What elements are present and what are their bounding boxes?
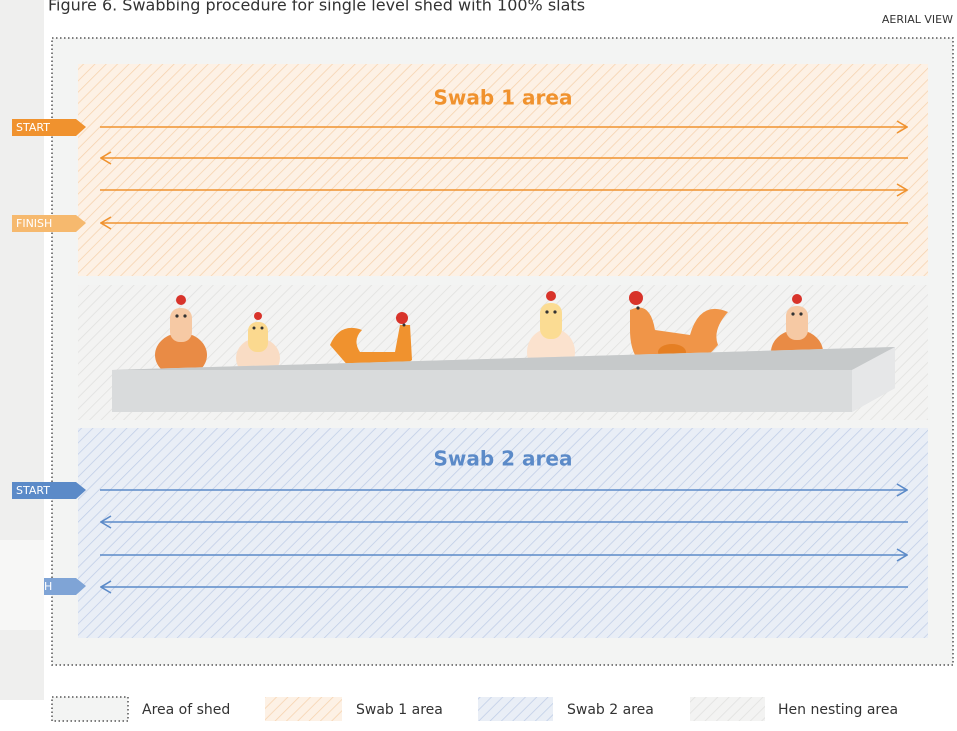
legend-label: Area of shed [142, 702, 230, 718]
start-tag: START [16, 484, 50, 497]
finish-tag: FINISH [16, 217, 52, 230]
legend: Area of shed Swab 1 area Swab 2 area Hen… [52, 697, 898, 721]
legend-label: Hen nesting area [778, 702, 898, 718]
swab2-label: Swab 2 area [434, 447, 573, 471]
diagram: Figure 6. Swabbing procedure for single … [0, 0, 957, 731]
side-strip-light [0, 540, 44, 630]
legend-label: Swab 2 area [567, 702, 654, 718]
legend-label: Swab 1 area [356, 702, 443, 718]
view-label: AERIAL VIEW [882, 13, 953, 26]
start-tag: START [16, 121, 50, 134]
swab1-label: Swab 1 area [434, 86, 573, 110]
figure-title: Figure 6. Swabbing procedure for single … [48, 0, 585, 15]
